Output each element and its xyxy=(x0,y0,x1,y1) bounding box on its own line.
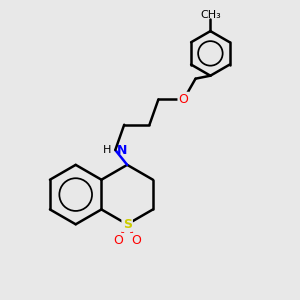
Text: N: N xyxy=(117,143,127,157)
Text: O: O xyxy=(113,234,123,247)
Text: H: H xyxy=(103,145,111,155)
Text: CH₃: CH₃ xyxy=(200,10,221,20)
Text: S: S xyxy=(123,218,132,231)
Text: O: O xyxy=(179,93,189,106)
Text: O: O xyxy=(131,234,141,247)
